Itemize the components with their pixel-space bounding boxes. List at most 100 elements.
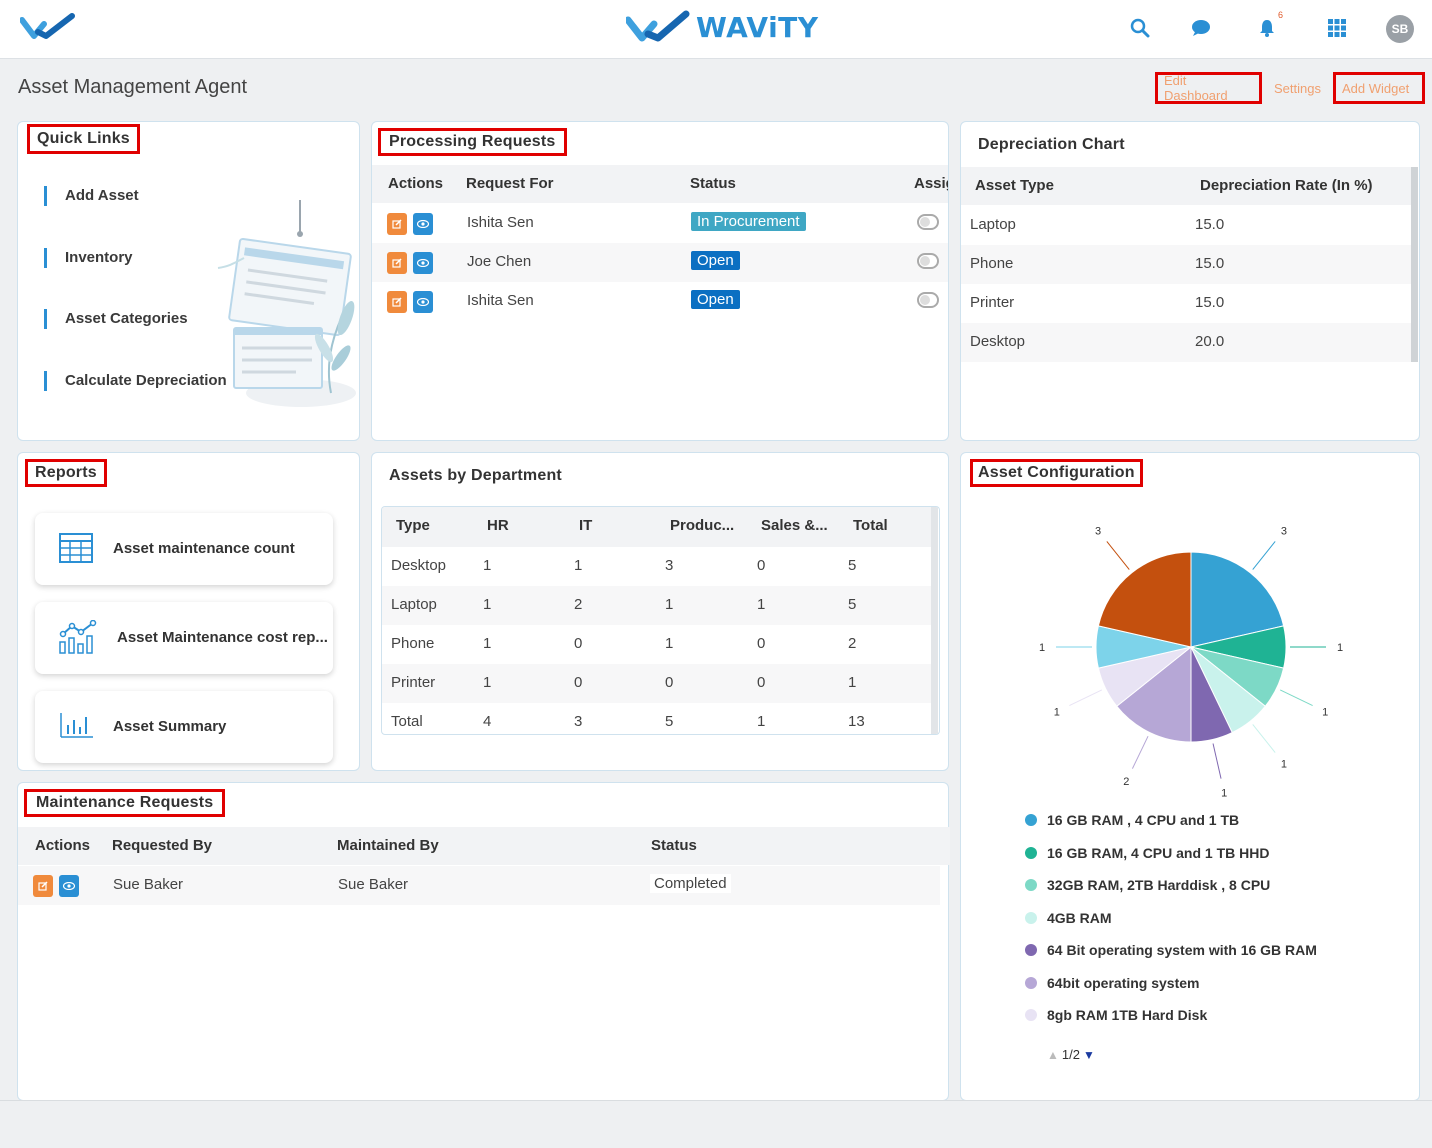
- settings-link[interactable]: Settings: [1274, 80, 1321, 96]
- pie-slice[interactable]: [1116, 645, 1192, 743]
- request-for: Ishita Sen: [467, 292, 534, 309]
- edit-icon[interactable]: [33, 875, 53, 897]
- quick-link-asset-categories[interactable]: Asset Categories: [44, 309, 188, 329]
- table-row: Printer 15.0: [961, 284, 1411, 323]
- legend-item[interactable]: 32GB RAM, 2TB Harddisk , 8 CPU: [1025, 876, 1270, 894]
- asset-type: Printer: [970, 294, 1015, 311]
- legend-item[interactable]: 64bit operating system: [1025, 974, 1200, 992]
- table-header: Asset Type Depreciation Rate (In %): [961, 167, 1411, 205]
- asset-type: Phone: [970, 255, 1014, 272]
- legend-label: 4GB RAM: [1047, 909, 1112, 926]
- view-icon[interactable]: [413, 213, 433, 235]
- row-type: Phone: [391, 635, 435, 652]
- cell-value: 5: [848, 596, 857, 613]
- column-header[interactable]: Sales &...: [761, 517, 828, 534]
- request-for: Joe Chen: [467, 253, 532, 270]
- legend-item[interactable]: 16 GB RAM, 4 CPU and 1 TB HHD: [1025, 844, 1269, 862]
- column-header[interactable]: Total: [853, 517, 888, 534]
- report-asset-maintenance-count[interactable]: Asset maintenance count: [35, 513, 333, 585]
- pie-value-label: 1: [1337, 642, 1343, 654]
- view-icon[interactable]: [413, 291, 433, 313]
- report-asset-maintenance-cost[interactable]: Asset Maintenance cost rep...: [35, 602, 333, 674]
- depreciation-rate: 20.0: [1195, 333, 1225, 350]
- avatar[interactable]: SB: [1386, 15, 1414, 43]
- cell-value: 1: [483, 557, 492, 574]
- add-widget-link[interactable]: Add Widget: [1333, 72, 1425, 104]
- table-row: Laptop 15.0: [961, 206, 1411, 245]
- legend-next-icon[interactable]: ▼: [1082, 1047, 1095, 1062]
- asset-configuration-title: Asset Configuration: [970, 459, 1143, 487]
- legend-label: 16 GB RAM , 4 CPU and 1 TB: [1047, 812, 1240, 828]
- report-asset-summary[interactable]: Asset Summary: [35, 691, 333, 763]
- column-header[interactable]: Status: [690, 175, 736, 192]
- column-header[interactable]: Request For: [466, 175, 554, 192]
- logo-icon[interactable]: [19, 12, 76, 47]
- chat-icon[interactable]: [1189, 16, 1213, 40]
- depreciation-rate: 15.0: [1195, 216, 1225, 233]
- apps-grid-icon[interactable]: [1325, 16, 1349, 40]
- legend-item[interactable]: 4GB RAM: [1025, 909, 1112, 927]
- column-header[interactable]: HR: [487, 517, 509, 534]
- pie-leader-line: [1069, 689, 1103, 707]
- column-header[interactable]: Produc...: [670, 517, 735, 534]
- bell-icon[interactable]: 6: [1255, 10, 1283, 40]
- legend-item[interactable]: 64 Bit operating system with 16 GB RAM: [1025, 941, 1317, 959]
- page-title: Asset Management Agent: [18, 76, 248, 98]
- pie-slice[interactable]: [1097, 551, 1192, 648]
- assign-toggle[interactable]: [917, 214, 939, 230]
- search-icon[interactable]: [1128, 16, 1152, 40]
- assign-toggle[interactable]: [917, 292, 939, 308]
- legend-item[interactable]: 16 GB RAM , 4 CPU and 1 TB: [1025, 811, 1240, 829]
- column-header[interactable]: Asset Type: [975, 177, 1054, 194]
- column-header[interactable]: IT: [579, 517, 593, 534]
- maintenance-requests-title: Maintenance Requests: [24, 789, 226, 817]
- legend-item[interactable]: 8gb RAM 1TB Hard Disk: [1025, 1006, 1207, 1024]
- pie-value-label: 1: [1039, 642, 1045, 654]
- cell-value: 4: [483, 713, 492, 730]
- view-icon[interactable]: [59, 875, 79, 897]
- edit-icon[interactable]: [387, 252, 407, 274]
- cell-value: 1: [848, 674, 857, 691]
- legend-swatch: [1025, 814, 1037, 826]
- assets-by-department-title: Assets by Department: [389, 467, 562, 484]
- column-header[interactable]: Assig: [914, 175, 948, 192]
- column-header[interactable]: Maintained By: [337, 837, 439, 854]
- quick-link-inventory[interactable]: Inventory: [44, 248, 133, 268]
- table-row: Phone 1 0 1 0 2: [382, 625, 931, 664]
- table-row: Laptop 1 2 1 1 5: [382, 586, 931, 625]
- reports-card: Reports Asset maintenance count Asset Ma…: [17, 452, 360, 771]
- scrollbar[interactable]: [1411, 167, 1418, 362]
- column-header[interactable]: Depreciation Rate (In %): [1200, 177, 1373, 194]
- status-text: Completed: [650, 874, 731, 893]
- cell-value: 0: [574, 635, 583, 652]
- cell-value: 3: [574, 713, 583, 730]
- table-row: Desktop 1 1 3 0 5: [382, 547, 931, 586]
- assign-toggle[interactable]: [917, 253, 939, 269]
- scrollbar[interactable]: [931, 507, 938, 734]
- column-header: Actions: [35, 837, 91, 854]
- pie-slice[interactable]: [1190, 551, 1285, 648]
- maintained-by: Sue Baker: [338, 876, 409, 893]
- table-row: Desktop 20.0: [961, 323, 1411, 362]
- legend-prev-icon[interactable]: ▲: [1047, 1047, 1059, 1062]
- asset-type: Laptop: [970, 216, 1016, 233]
- status-badge: Open: [691, 290, 740, 309]
- column-header[interactable]: Status: [651, 837, 697, 854]
- row-type: Laptop: [391, 596, 437, 613]
- column-header[interactable]: Requested By: [112, 837, 213, 854]
- legend-pager: ▲ 1/2 ▼: [1047, 1047, 1095, 1062]
- notification-badge: 6: [1277, 10, 1283, 20]
- cell-value: 1: [483, 596, 492, 613]
- quick-link-calculate-depreciation[interactable]: Calculate Depreciation: [44, 371, 227, 391]
- column-header[interactable]: Type: [396, 517, 430, 534]
- legend-swatch: [1025, 1009, 1037, 1021]
- edit-icon[interactable]: [387, 213, 407, 235]
- edit-icon[interactable]: [387, 291, 407, 313]
- status-badge: Open: [691, 251, 740, 270]
- cell-value: 0: [757, 557, 766, 574]
- quick-link-add-asset[interactable]: Add Asset: [44, 186, 139, 206]
- edit-dashboard-link[interactable]: Edit Dashboard: [1155, 72, 1262, 104]
- table-row: Ishita Sen Open: [372, 282, 948, 321]
- quick-links-title: Quick Links: [27, 124, 140, 154]
- view-icon[interactable]: [413, 252, 433, 274]
